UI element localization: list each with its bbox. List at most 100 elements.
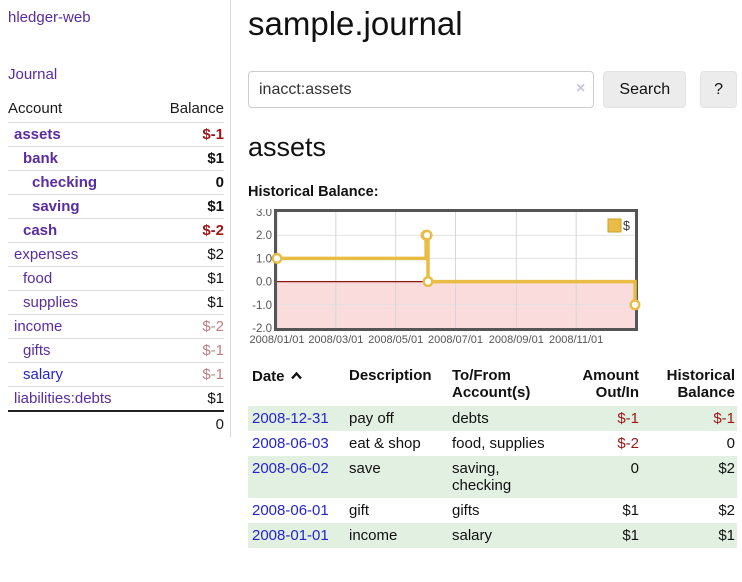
account-balance: 0 [149,170,224,195]
account-link-assets[interactable]: assets [14,126,61,143]
account-row: bank $1 [8,146,224,171]
account-row: food $1 [8,266,224,291]
legend-swatch [607,218,622,233]
account-balance: $1 [149,266,224,291]
account-balance: $-1 [149,362,224,387]
x-tick-label: 2008/07/01 [428,334,483,346]
page-title: sample.journal [248,5,463,42]
x-tick-label: 2008/11/01 [549,334,603,346]
x-tick-label: 2008/01/01 [249,334,304,346]
account-balance: $1 [149,290,224,315]
account-heading: assets [248,132,327,162]
historical-balance-chart: $3.0 2.0 1.0 0.0 -1.0 -2.0 2008/01/01 2008/03/0… [248,209,737,349]
account-table-header-row: Account Balance [8,98,224,123]
transaction-accounts: food, supplies [452,435,545,452]
description-column-header: Description [349,367,432,384]
account-balance: $1 [149,386,224,411]
register-header-row: Date Description To/From Account(s) Amou… [248,365,737,406]
account-balance-table: Account Balance assets $-1 bank $1 checking 0… [8,98,224,437]
legend-label: $ [623,219,630,233]
transaction-accounts: gifts [452,502,480,519]
account-balance: $-2 [149,314,224,339]
account-row: saving $1 [8,194,224,219]
transaction-description: gift [349,502,370,519]
account-balance: $2 [149,242,224,267]
transaction-row[interactable]: 2008-12-31 pay off debts $-1 $-1 [248,406,737,431]
transaction-description: eat & shop [349,435,421,452]
account-row: gifts $-1 [8,338,224,363]
balance-column-header-register: Historical Balance [666,367,735,401]
chart-title: Historical Balance: [248,184,379,200]
search-box: × [248,71,595,108]
transaction-amount: $-1 [617,410,639,427]
transaction-accounts: salary [452,527,493,544]
search-input[interactable] [248,71,595,108]
y-tick-label: 0.0 [256,277,272,289]
transaction-balance: $2 [718,460,735,477]
y-tick-label: 3.0 [256,209,272,219]
data-point-marker [422,276,434,288]
accounts-total-row: 0 [8,410,224,437]
transaction-balance: $-1 [713,410,735,427]
account-balance: $1 [149,146,224,171]
transaction-amount: $1 [622,527,639,544]
account-link-income[interactable]: income [14,318,63,335]
y-tick-label: -2.0 [252,323,272,335]
account-link-liabilities-debts[interactable]: liabilities:debts [14,390,112,407]
help-button[interactable]: ? [700,71,737,108]
account-link-cash[interactable]: cash [23,222,58,239]
account-link-saving[interactable]: saving [32,198,80,215]
transaction-row[interactable]: 2008-01-01 income salary $1 $1 [248,523,737,548]
transaction-description: income [349,527,398,544]
transaction-date-link[interactable]: 2008-01-01 [252,527,329,544]
search-button[interactable]: Search [603,71,687,108]
register-table: Date Description To/From Account(s) Amou… [248,365,737,548]
transaction-description: save [349,460,381,477]
account-link-bank[interactable]: bank [23,150,59,167]
clear-search-icon[interactable]: × [576,80,586,97]
account-link-food[interactable]: food [23,270,53,287]
account-column-header: Account [8,100,63,117]
transaction-description: pay off [349,410,394,427]
transaction-accounts: saving, checking [452,460,512,494]
account-balance: $1 [149,194,224,219]
sidebar: hledger-web Journal Account Balance asse… [0,0,231,437]
account-balance: $-1 [149,122,224,147]
data-point-marker [629,299,641,311]
main-content: sample.journal × Search ? assets Histori… [248,0,737,548]
transaction-date-link[interactable]: 2008-06-03 [252,435,329,452]
transaction-amount: 0 [630,460,639,477]
transaction-accounts: debts [452,410,489,427]
account-row: liabilities:debts $1 [8,386,224,411]
brand-link[interactable]: hledger-web [8,9,91,26]
account-row: salary $-1 [8,362,224,387]
y-tick-label: 1.0 [256,253,272,265]
account-link-expenses[interactable]: expenses [14,246,79,263]
register-table-body: 2008-12-31 pay off debts $-1 $-1 2008-06-03 ea… [248,406,737,548]
account-link-gifts[interactable]: gifts [23,342,51,359]
account-balance: $-1 [149,338,224,363]
transaction-row[interactable]: 2008-06-01 gift gifts $1 $2 [248,498,737,523]
transaction-amount: $1 [622,502,639,519]
transaction-row[interactable]: 2008-06-03 eat & shop food, supplies $-2 0 [248,431,737,456]
search-form: × Search ? [248,71,737,108]
account-balance: $-2 [149,218,224,243]
y-tick-label: -1.0 [252,300,272,312]
account-link-salary[interactable]: salary [23,366,64,383]
account-row: supplies $1 [8,290,224,315]
amount-column-header: Amount Out/In [582,367,639,401]
account-row: checking 0 [8,170,224,195]
transaction-date-link[interactable]: 2008-06-02 [252,460,329,477]
balance-column-header: Balance [169,100,224,117]
transaction-date-link[interactable]: 2008-06-01 [252,502,329,519]
data-point-marker [271,252,283,264]
date-column-header[interactable]: Date [248,365,345,406]
transaction-amount: $-2 [617,435,639,452]
transaction-balance: 0 [726,435,735,452]
transaction-row[interactable]: 2008-06-02 save saving, checking 0 $2 [248,456,737,498]
sidebar-item-journal[interactable]: Journal [8,66,58,83]
account-link-supplies[interactable]: supplies [23,294,79,311]
accounts-column-header: To/From Account(s) [452,367,531,401]
transaction-date-link[interactable]: 2008-12-31 [252,410,329,427]
account-link-checking[interactable]: checking [32,174,98,191]
